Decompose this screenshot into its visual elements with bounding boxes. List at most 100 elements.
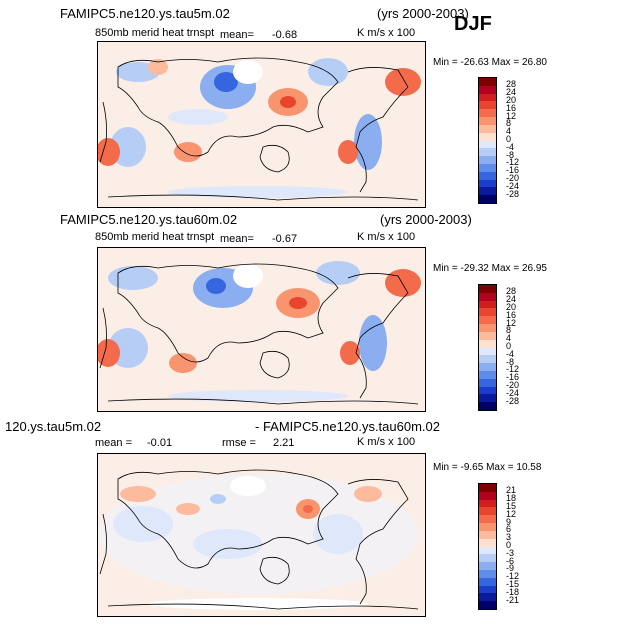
- colorbar-tick-label: 8: [506, 325, 512, 336]
- colorbar-segment: [479, 370, 496, 379]
- p1-coastline-eurasia: [117, 57, 339, 157]
- colorbar-tick-label: -4: [506, 141, 515, 152]
- p1-coastline-americas: [347, 67, 409, 193]
- p2-coastline-americas: [347, 273, 409, 399]
- colorbar-segment: [479, 316, 496, 325]
- colorbar-segment: [479, 132, 496, 141]
- panel2-min-value: -29.32: [460, 263, 489, 274]
- p3-blob: [303, 505, 313, 513]
- colorbar-segment: [479, 148, 496, 157]
- colorbar-tick-label: -12: [506, 364, 520, 375]
- colorbar-segment: [479, 85, 496, 94]
- p3-coastline-africa: [99, 513, 107, 575]
- colorbar-segment: [479, 523, 496, 531]
- p1-blob: [98, 138, 120, 166]
- p2-blob: [289, 297, 307, 309]
- p1-blob: [280, 96, 296, 108]
- panel3-title-left: 120.ys.tau5m.02: [5, 419, 102, 434]
- p2-blob: [168, 390, 348, 402]
- panel3-max-value: 10.58: [516, 462, 542, 473]
- colorbar-tick-label: -12: [506, 571, 520, 582]
- p1-blob: [168, 109, 228, 125]
- colorbar-tick-label: -4: [506, 348, 515, 359]
- panel3-colorbar: [478, 483, 497, 610]
- p1-blob: [385, 68, 421, 96]
- colorbar-segment: [479, 378, 496, 387]
- colorbar-segment: [479, 124, 496, 133]
- colorbar-segment: [479, 515, 496, 524]
- panel2-units: K m/s x 100: [357, 231, 416, 243]
- colorbar-tick-label: 3: [506, 532, 512, 543]
- colorbar-tick-label: 18: [506, 493, 517, 504]
- p1-blob: [214, 72, 238, 92]
- panel3-rmse-value: 2.21: [273, 437, 295, 449]
- colorbar-segment: [479, 339, 496, 348]
- colorbar-segment: [479, 499, 496, 508]
- colorbar-segment: [479, 93, 496, 102]
- p2-blob: [108, 266, 158, 290]
- colorbar-segment: [479, 292, 496, 301]
- p1-blob: [148, 59, 168, 75]
- p3-coastline-americas: [347, 479, 409, 605]
- panel1-years: (yrs 2000-2003): [377, 6, 469, 21]
- colorbar-segment: [479, 179, 496, 188]
- colorbar-tick-label: -21: [506, 594, 520, 605]
- colorbar-segment: [479, 569, 496, 578]
- panel2-mean-label: mean=: [220, 233, 254, 245]
- colorbar-segment: [479, 187, 496, 196]
- colorbar-segment: [479, 546, 496, 555]
- colorbar-tick-label: -28: [506, 188, 520, 199]
- colorbar-tick-label: 4: [506, 333, 512, 344]
- p3-blob: [193, 529, 263, 559]
- p3-coastline-antarctica: [107, 603, 419, 610]
- colorbar-segment: [479, 285, 496, 293]
- panel1-map: [97, 41, 426, 208]
- colorbar-segment: [479, 156, 496, 164]
- panel3-mean-value: -0.01: [147, 437, 173, 449]
- colorbar-segment: [479, 163, 496, 172]
- colorbar-segment: [479, 394, 496, 403]
- panel3-max-label: Max =: [486, 462, 514, 473]
- colorbar-tick-label: -15: [506, 579, 520, 590]
- p2-blob: [98, 339, 120, 367]
- colorbar-segment: [479, 308, 496, 317]
- p2-blob: [359, 315, 387, 371]
- p3-coastline-eurasia: [117, 469, 339, 569]
- colorbar-tick-label: -28: [506, 395, 520, 406]
- colorbar-segment: [479, 347, 496, 356]
- p3-blob: [120, 486, 156, 502]
- colorbar-tick-label: 24: [506, 294, 517, 305]
- panel2-mean-value: -0.67: [272, 233, 298, 245]
- colorbar-segment: [479, 402, 496, 410]
- colorbar-tick-label: -24: [506, 387, 520, 398]
- panel1-title: FAMIPC5.ne120.ys.tau5m.02: [60, 6, 230, 21]
- colorbar-tick-label: 16: [506, 102, 517, 113]
- panel1-max-label: Max =: [491, 57, 520, 68]
- colorbar-segment: [479, 593, 496, 602]
- colorbar-tick-label: -12: [506, 157, 520, 168]
- panel3-min-label: Min =: [433, 462, 458, 473]
- colorbar-tick-label: 21: [506, 485, 517, 496]
- p1-blob: [354, 114, 382, 170]
- p3-coastline-australia: [259, 556, 290, 585]
- panel2-map: [97, 247, 426, 412]
- colorbar-tick-label: -20: [506, 173, 520, 184]
- colorbar-segment: [479, 331, 496, 340]
- p1-coastline-africa: [99, 101, 107, 163]
- colorbar-tick-label: -8: [506, 356, 515, 367]
- panel1-min-value: -26.63: [460, 57, 489, 68]
- colorbar-tick-label: 0: [506, 540, 512, 550]
- p2-blob: [385, 269, 421, 297]
- colorbar-segment: [479, 195, 496, 203]
- colorbar-segment: [479, 491, 496, 500]
- colorbar-segment: [479, 78, 496, 86]
- panel3-units: K m/s x 100: [357, 436, 416, 448]
- colorbar-tick-label: 28: [506, 79, 517, 90]
- p1-blob: [338, 140, 358, 164]
- panel2-colorbar: [478, 284, 497, 411]
- colorbar-segment: [479, 140, 496, 149]
- colorbar-tick-label: -16: [506, 372, 520, 383]
- panel1-colorbar: [478, 77, 497, 204]
- panel2-title: FAMIPC5.ne120.ys.tau60m.02: [60, 212, 238, 227]
- colorbar-tick-label: 16: [506, 309, 517, 320]
